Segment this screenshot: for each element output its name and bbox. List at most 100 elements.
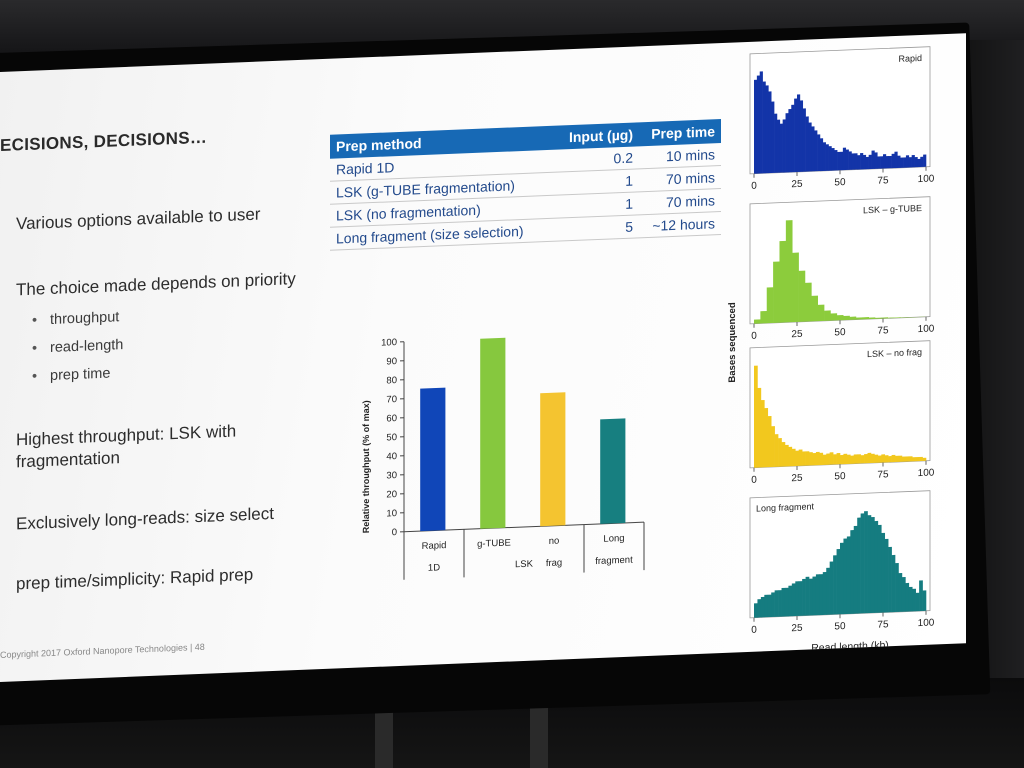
histogram-bar <box>774 113 778 173</box>
slide-line: Highest throughput: LSK with fragmentati… <box>16 421 237 472</box>
histogram-bar <box>903 157 907 168</box>
bar <box>420 387 446 532</box>
histogram-bar <box>877 156 881 169</box>
histogram-bar <box>788 446 793 467</box>
x-tick-label: 75 <box>877 325 889 336</box>
histogram-bar <box>771 592 775 618</box>
x-tick-label: 25 <box>791 473 803 484</box>
histogram-bar <box>754 79 758 174</box>
histogram-bar <box>762 81 766 174</box>
histogram-bar <box>764 594 769 618</box>
histogram-bar <box>897 155 901 168</box>
histogram-bar <box>840 542 844 615</box>
histogram-bar <box>779 240 787 323</box>
throughput-chart-svg: Relative throughput (% of max) 0 10 20 30 40… <box>361 337 645 580</box>
histogram-bar <box>808 122 812 172</box>
histogram-bar <box>920 156 924 168</box>
histogram-bar <box>811 126 815 172</box>
histogram-bar <box>822 142 826 171</box>
histogram-bar <box>908 157 912 168</box>
bullet-item: read-length <box>50 337 123 356</box>
histogram-bar <box>857 454 861 464</box>
bar <box>540 392 566 527</box>
histogram-bar <box>853 454 858 464</box>
histogram-bar <box>802 578 806 616</box>
histogram-bar <box>840 454 844 465</box>
x-tick-label: 100 <box>918 323 935 335</box>
histogram-bar <box>824 310 831 321</box>
histogram-bar <box>919 580 923 612</box>
y-tick-label: 50 <box>386 432 397 443</box>
histogram-bar <box>870 453 875 464</box>
histogram-bar <box>885 156 890 169</box>
y-tick-label: 90 <box>386 356 397 367</box>
histogram-bar <box>908 456 913 462</box>
histogram-bar <box>782 119 786 173</box>
histogram-bar <box>754 603 758 618</box>
histogram-bar <box>797 94 801 172</box>
throughput-chart: Relative throughput (% of max) 0 10 20 30 40… <box>356 322 656 589</box>
histogram-bar <box>911 155 915 168</box>
histogram-bar <box>754 319 761 324</box>
histogram-bar <box>877 455 882 463</box>
y-tick-label: 80 <box>386 375 397 386</box>
x-tick-label: 75 <box>877 619 889 630</box>
histogram-bar <box>862 317 869 320</box>
x-tick-label: frag <box>546 557 562 569</box>
histogram-bar <box>836 315 844 321</box>
y-tick-label: 60 <box>386 413 397 424</box>
histogram-bar <box>785 220 793 323</box>
histogram-bar <box>781 441 786 467</box>
histogram-bar <box>817 304 825 322</box>
x-tick-label: 25 <box>791 329 803 340</box>
histogram-bar <box>867 452 872 464</box>
histogram-bar <box>881 532 886 613</box>
x-tick-label: 0 <box>751 475 757 486</box>
histogram-bar <box>870 516 875 614</box>
histogram-rapid: 0 25 50 75 100 Rapid <box>744 42 944 205</box>
histogram-bar <box>804 282 812 322</box>
histogram-bar <box>905 582 910 612</box>
histogram-bar <box>901 456 906 462</box>
histogram-bar <box>912 588 916 612</box>
histogram-bar <box>771 101 775 174</box>
histogram-bar <box>912 457 916 462</box>
x-tick-label: 0 <box>751 331 757 342</box>
histogram-title: LSK – g-TUBE <box>863 203 922 215</box>
x-tick-label: fragment <box>595 555 633 568</box>
histogram-bar <box>888 155 892 169</box>
histogram-bar <box>830 313 838 321</box>
slide-line: prep time/simplicity: Rapid prep <box>16 564 254 594</box>
histogram-bar <box>900 157 904 168</box>
bullet-item: prep time <box>50 366 110 384</box>
histogram-bar <box>756 75 761 174</box>
histogram-bar <box>812 576 817 616</box>
table-cell: 70 mins <box>639 188 721 215</box>
x-tick-label: 25 <box>791 623 803 634</box>
x-tick-label: 75 <box>877 175 889 186</box>
histogram-bar <box>862 154 867 170</box>
histogram-bar <box>842 147 847 171</box>
x-tick-label: 50 <box>834 327 846 338</box>
group-label: LSK <box>515 559 534 571</box>
x-tick-label: 100 <box>918 617 935 629</box>
histogram-bar <box>795 450 800 467</box>
histogram-bar <box>837 151 841 171</box>
histogram-bar <box>834 149 838 171</box>
histogram-bar <box>811 295 819 322</box>
histogram-title: Rapid <box>898 53 922 64</box>
x-tick-label: 25 <box>791 179 803 190</box>
histogram-bar <box>908 586 913 612</box>
histogram-bar <box>768 91 772 174</box>
slide-line: Various options available to user <box>16 204 261 234</box>
x-tick-label: g-TUBE <box>477 537 511 549</box>
histogram-bar <box>917 158 921 168</box>
histogram-bar <box>759 71 763 174</box>
histogram-bar <box>831 148 835 171</box>
histogram-bar <box>874 152 878 169</box>
histogram-bar <box>922 590 927 611</box>
histogram-bar <box>826 567 830 615</box>
x-tick-label: 0 <box>751 625 757 636</box>
histogram-bar <box>891 554 896 613</box>
histogram-bar <box>915 592 920 612</box>
